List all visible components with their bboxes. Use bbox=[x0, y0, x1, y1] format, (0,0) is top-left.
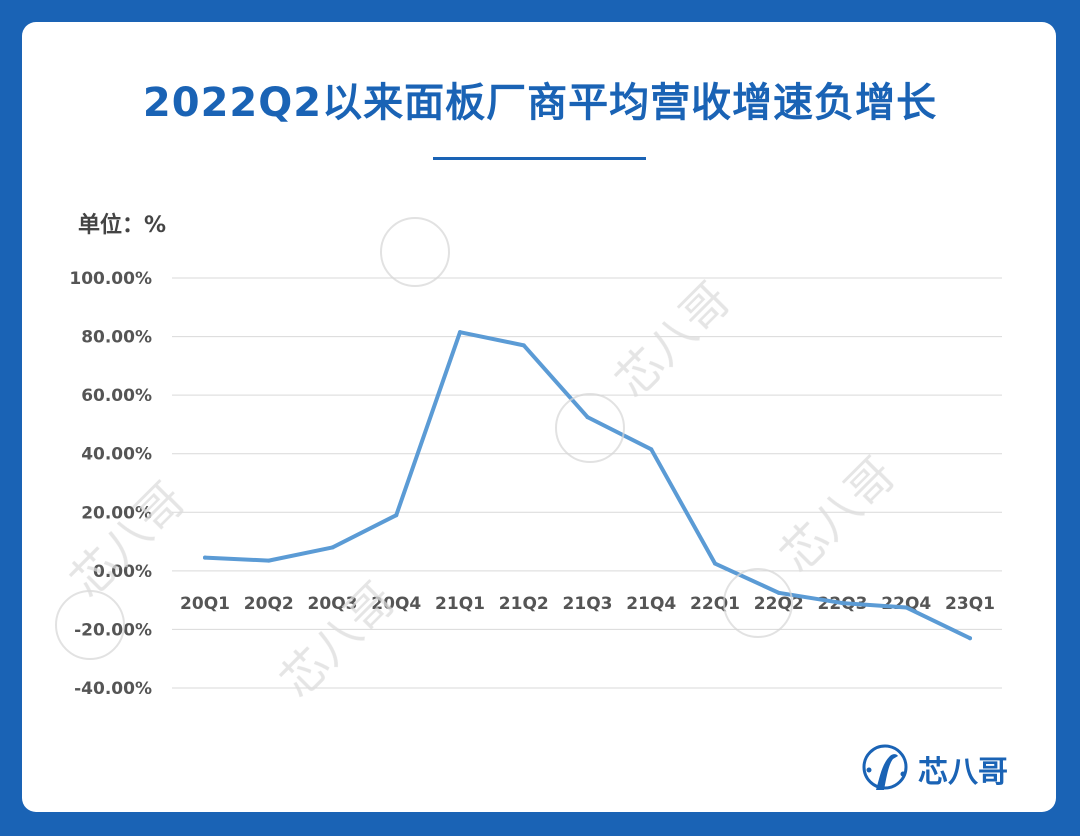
data-point bbox=[521, 343, 526, 348]
x-tick-label: 21Q1 bbox=[435, 594, 485, 614]
unit-label: 单位：% bbox=[78, 213, 167, 238]
x-tick-label: 21Q3 bbox=[563, 594, 613, 614]
data-point bbox=[585, 415, 590, 420]
y-tick-label: 40.00% bbox=[81, 445, 152, 465]
chart-card bbox=[22, 22, 1056, 812]
brand-logo: 芯八哥 bbox=[860, 742, 1008, 796]
data-point bbox=[776, 590, 781, 595]
y-tick-label: -20.00% bbox=[74, 620, 152, 640]
data-point bbox=[649, 447, 654, 452]
x-tick-label: 22Q4 bbox=[881, 594, 931, 614]
y-tick-label: -40.00% bbox=[74, 679, 152, 699]
y-tick-label: 20.00% bbox=[81, 503, 152, 523]
x-tick-label: 20Q4 bbox=[371, 594, 421, 614]
grid-lines bbox=[172, 277, 1002, 689]
title-underline bbox=[433, 157, 646, 160]
data-point bbox=[713, 561, 717, 566]
y-axis-ticks: 100.00% 80.00% 60.00% 40.00% 20.00% 0.00% -20.… bbox=[69, 269, 152, 699]
data-point bbox=[266, 558, 271, 563]
chart-title: 2022Q2以来面板厂商平均营收增速负增长 bbox=[142, 80, 938, 126]
brand-name: 芯八哥 bbox=[918, 755, 1008, 790]
y-tick-label: 80.00% bbox=[81, 328, 152, 348]
data-point bbox=[458, 330, 462, 335]
data-point bbox=[330, 545, 335, 550]
x-tick-label: 21Q4 bbox=[626, 594, 676, 614]
x-tick-label: 20Q3 bbox=[308, 594, 358, 614]
x-tick-label: 22Q1 bbox=[690, 594, 740, 614]
x-axis-ticks: 20Q1 20Q2 20Q3 20Q4 21Q1 21Q2 21Q3 21Q4 22Q1 22Q2… bbox=[180, 594, 995, 614]
series-line bbox=[203, 330, 972, 641]
bird-logo-icon bbox=[862, 744, 908, 790]
y-tick-label: 0.00% bbox=[93, 562, 152, 582]
data-point bbox=[904, 605, 909, 610]
y-tick-label: 100.00% bbox=[69, 269, 152, 289]
x-tick-label: 20Q1 bbox=[180, 594, 230, 614]
data-point bbox=[840, 601, 845, 606]
x-tick-label: 20Q2 bbox=[244, 594, 294, 614]
data-point bbox=[968, 636, 972, 641]
x-tick-label: 21Q2 bbox=[499, 594, 549, 614]
y-tick-label: 60.00% bbox=[81, 386, 152, 406]
data-point bbox=[203, 555, 207, 560]
data-point bbox=[394, 513, 399, 518]
x-tick-label: 23Q1 bbox=[945, 594, 995, 614]
